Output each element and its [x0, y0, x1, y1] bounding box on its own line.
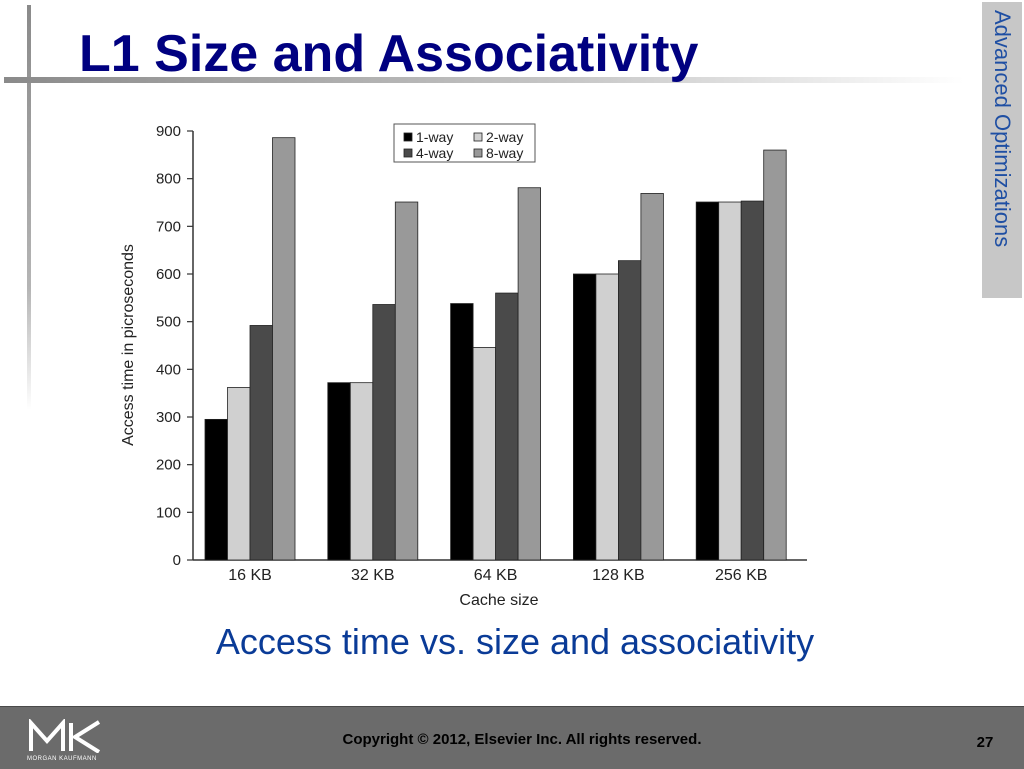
- legend-swatch: [473, 132, 483, 142]
- bar-8-way-256KB: [763, 149, 787, 561]
- bar-4-way-128KB: [618, 260, 642, 561]
- y-tick-label: 500: [156, 314, 181, 331]
- legend-swatch: [473, 148, 483, 158]
- bar-8-way-64KB: [517, 187, 542, 561]
- slide-caption: Access time vs. size and associativity: [215, 621, 815, 662]
- y-tick-label: 800: [156, 171, 181, 188]
- y-tick-label: 900: [156, 123, 181, 140]
- morgan-kaufmann-logo: MORGAN KAUFMANN: [27, 717, 103, 763]
- x-axis-label: Cache size: [459, 592, 538, 609]
- bar-4-way-256KB: [740, 200, 765, 561]
- legend-entry: 2-way: [486, 129, 523, 145]
- bar-4-way-32KB: [372, 304, 396, 561]
- bar-8-way-128KB: [640, 193, 664, 561]
- chart-legend: 1-way 2-way 4-way 8-way: [393, 123, 536, 163]
- y-tick-label: 600: [156, 266, 181, 283]
- access-time-bar-chart: 0 100 200 300 400 500 600 700 800 900 16 KB 32 KB 6…: [120, 123, 807, 609]
- bar-1-way-32KB: [327, 382, 351, 561]
- bar-1-way-16KB: [204, 418, 228, 561]
- x-tick-label: 128 KB: [592, 567, 644, 584]
- y-tick-label: 200: [156, 457, 181, 474]
- slide-footer: MORGAN KAUFMANN Copyright © 2012, Elsevi…: [0, 706, 1024, 769]
- section-tab: Advanced Optimizations: [982, 2, 1022, 298]
- copyright-notice: Copyright © 2012, Elsevier Inc. All righ…: [342, 731, 702, 748]
- bar-2-way-16KB: [227, 387, 251, 561]
- bar-4-way-64KB: [495, 292, 519, 561]
- y-tick-label: 700: [156, 218, 181, 235]
- x-tick-label: 16 KB: [228, 567, 272, 584]
- legend-entry: 8-way: [486, 145, 523, 161]
- y-tick-label: 100: [156, 504, 181, 521]
- page-number: 27: [976, 734, 994, 751]
- decorative-vertical-rule: [27, 5, 31, 410]
- legend-entry: 1-way: [416, 129, 453, 145]
- logo-wordmark: MORGAN KAUFMANN: [27, 756, 97, 762]
- section-tab-label: Advanced Optimizations: [990, 10, 1015, 248]
- bar-2-way-128KB: [595, 273, 619, 561]
- bar-1-way-128KB: [572, 273, 597, 561]
- y-axis-label: Access time in picroseconds: [120, 244, 137, 446]
- x-tick-label: 256 KB: [715, 567, 767, 584]
- bar-2-way-256KB: [718, 201, 742, 561]
- bar-2-way-32KB: [349, 382, 374, 561]
- mk-logo-icon: [29, 717, 101, 754]
- legend-box: [393, 123, 536, 163]
- y-tick-label: 0: [173, 552, 181, 569]
- y-tick-label: 300: [156, 409, 181, 426]
- bar-8-way-16KB: [272, 137, 296, 561]
- bar-1-way-64KB: [450, 303, 474, 561]
- bar-8-way-32KB: [394, 201, 419, 561]
- y-tick-label: 400: [156, 361, 181, 378]
- legend-entry: 4-way: [416, 145, 453, 161]
- decorative-horizontal-rule: [4, 77, 964, 83]
- legend-swatch: [403, 148, 413, 158]
- slide-title: L1 Size and Associativity: [79, 25, 699, 83]
- bar-2-way-64KB: [472, 347, 497, 561]
- chart-bars: 16 KB 32 KB 64 KB 128 KB 256 KB: [204, 137, 787, 584]
- x-tick-label: 64 KB: [474, 567, 518, 584]
- bar-4-way-16KB: [249, 325, 273, 561]
- x-tick-label: 32 KB: [351, 567, 395, 584]
- bar-1-way-256KB: [695, 201, 720, 561]
- legend-swatch: [403, 132, 413, 142]
